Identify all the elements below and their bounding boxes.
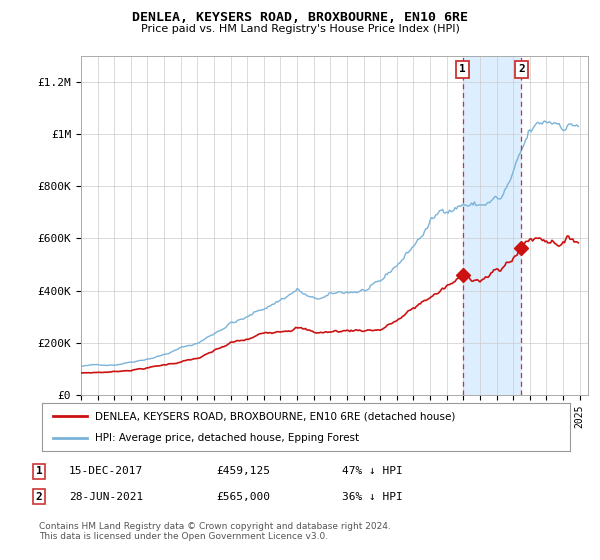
Text: Price paid vs. HM Land Registry's House Price Index (HPI): Price paid vs. HM Land Registry's House … (140, 24, 460, 34)
Text: 2: 2 (35, 492, 43, 502)
Text: DENLEA, KEYSERS ROAD, BROXBOURNE, EN10 6RE (detached house): DENLEA, KEYSERS ROAD, BROXBOURNE, EN10 6… (95, 411, 455, 421)
Text: 15-DEC-2017: 15-DEC-2017 (69, 466, 143, 477)
Text: 28-JUN-2021: 28-JUN-2021 (69, 492, 143, 502)
Text: 1: 1 (459, 64, 466, 74)
Text: HPI: Average price, detached house, Epping Forest: HPI: Average price, detached house, Eppi… (95, 433, 359, 443)
Text: 36% ↓ HPI: 36% ↓ HPI (342, 492, 403, 502)
Text: £459,125: £459,125 (216, 466, 270, 477)
Text: £565,000: £565,000 (216, 492, 270, 502)
Bar (463, 56, 521, 395)
Text: DENLEA, KEYSERS ROAD, BROXBOURNE, EN10 6RE: DENLEA, KEYSERS ROAD, BROXBOURNE, EN10 6… (132, 11, 468, 24)
Text: 1: 1 (35, 466, 43, 477)
Text: 47% ↓ HPI: 47% ↓ HPI (342, 466, 403, 477)
Text: 2: 2 (518, 64, 525, 74)
Text: Contains HM Land Registry data © Crown copyright and database right 2024.
This d: Contains HM Land Registry data © Crown c… (39, 522, 391, 542)
